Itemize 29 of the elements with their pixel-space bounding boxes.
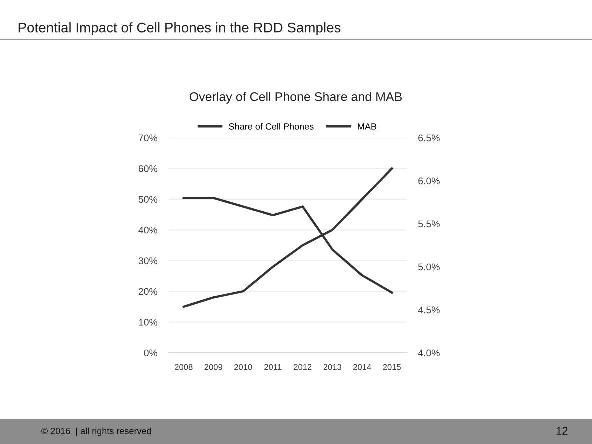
y2-tick-label: 4.0%	[418, 350, 440, 357]
x-tick-label: 2009	[204, 364, 222, 370]
y2-tick-label: 6.5%	[418, 134, 440, 142]
line-series	[182, 168, 394, 308]
text: Potential Impact of Cell Phones in the RDD Samples	[18, 22, 341, 36]
x-tick-label: 2011	[264, 364, 282, 370]
y-tick-label: 70%	[138, 134, 158, 142]
text: 12	[556, 427, 568, 435]
y-tick-label: 30%	[138, 258, 158, 264]
legend-label: Share of Cell Phones	[229, 123, 314, 130]
y-tick-label: 40%	[138, 226, 158, 234]
y-tick-label: 20%	[138, 288, 158, 296]
y-tick-label: 0%	[144, 350, 158, 357]
x-tick-label: 2015	[383, 364, 402, 370]
x-tick-label: 2010	[234, 364, 252, 370]
legend-label: MAB	[358, 124, 377, 130]
chart-title: Overlay of Cell Phone Share and MAB	[190, 92, 402, 104]
y2-tick-label: 4.5%	[418, 306, 440, 314]
x-tick-label: 2012	[294, 364, 312, 370]
x-tick-label: 2014	[354, 364, 372, 370]
x-tick-label: 2013	[324, 364, 342, 370]
text: © 2016 | all rights reserved	[42, 428, 152, 436]
y2-tick-label: 5.0%	[418, 264, 440, 271]
y2-tick-label: 5.5%	[418, 220, 440, 228]
y-tick-label: 50%	[138, 196, 158, 204]
y2-tick-label: 6.0%	[418, 178, 440, 185]
x-tick-label: 2008	[175, 364, 193, 370]
y-tick-label: 10%	[139, 319, 158, 326]
y-tick-label: 60%	[138, 165, 158, 172]
